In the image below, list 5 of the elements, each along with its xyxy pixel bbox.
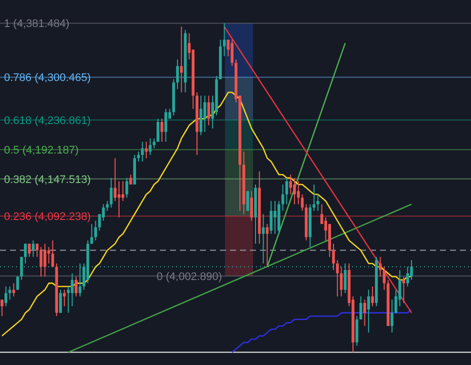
annotation: 1 (4,381.484) bbox=[4, 18, 70, 30]
annotation: 0.618 (4,236.861) bbox=[4, 114, 91, 127]
annotation: 0.382 (4,147.513) bbox=[4, 174, 91, 186]
annotation: 0.236 (4,092.238) bbox=[4, 210, 91, 223]
annotation: 0 (4,002.890) bbox=[156, 270, 222, 283]
